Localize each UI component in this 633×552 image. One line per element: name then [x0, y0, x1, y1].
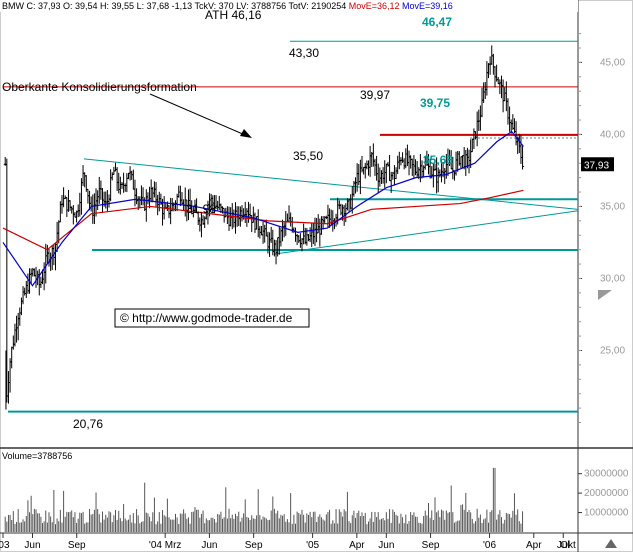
time-tick-label: Okt [560, 540, 576, 551]
price-tick-label: 30,00 [600, 273, 625, 284]
price-tick-label: 45,00 [600, 57, 625, 68]
label-3550: 35,50 [293, 149, 323, 163]
header-segment: MovE=36,12 [349, 1, 402, 11]
time-tick-label: '05 [306, 540, 319, 551]
label-4330: 43,30 [289, 46, 319, 60]
price-tick-label: 40,00 [600, 129, 625, 140]
time-tick-label: '04 Mrz [149, 540, 181, 551]
label-2076: 20,76 [73, 417, 103, 431]
moving-average-short [2, 130, 524, 287]
time-tick-label: Sep [245, 540, 263, 551]
corner-arrow-icon [598, 290, 612, 300]
time-tick-label: Jun [201, 540, 217, 551]
time-tick-label: Sep [422, 540, 440, 551]
resize-triangle-icon [605, 539, 617, 548]
lower-trend-line [274, 210, 579, 255]
label-3198: 31,98 [186, 202, 216, 216]
time-tick-label: Apr [526, 540, 542, 551]
partial-title: ATH 46,16 [205, 8, 262, 22]
time-tick-label: Jun [378, 540, 394, 551]
annotation-consolidation: Oberkante Konsolidierungsformation [2, 80, 197, 94]
volume-bars [4, 467, 524, 532]
annotation-arrowhead [240, 129, 252, 138]
time-tick-label: '06 [483, 540, 496, 551]
upper-trend-line [83, 158, 579, 210]
watermark-box [114, 308, 310, 328]
last-price-label: 37,93 [584, 160, 609, 171]
time-tick-label: Sep [68, 540, 86, 551]
volume-tick-label: 20000000 [584, 488, 629, 499]
annotation-arrow [149, 93, 246, 136]
volume-label: Volume=3788756 [2, 451, 72, 461]
time-tick-label: Apr [349, 540, 365, 551]
price-tick-label: 25,00 [600, 345, 625, 356]
time-tick-label: Jun [24, 540, 40, 551]
time-tick-label: '03 [0, 540, 10, 551]
last-price-badge [581, 157, 614, 172]
label-4647: 46,47 [422, 15, 452, 29]
volume-tick-label: 10000000 [584, 508, 629, 519]
volume-tick-label: 30000000 [584, 469, 629, 480]
time-tick-label: Jul [557, 540, 570, 551]
header-segment: BMW C: 37,93 O: 39,54 H: 39,55 L: 37,68 … [2, 1, 349, 11]
price-tick-label: 35,00 [600, 201, 625, 212]
label-3568: 35,68 [423, 153, 453, 167]
label-3997: 39,97 [360, 88, 390, 102]
header-segment: MovE=39,16 [402, 1, 453, 11]
watermark-text: © http://www.godmode-trader.de [120, 311, 293, 325]
moving-average-long [2, 189, 524, 251]
header-line: BMW C: 37,93 O: 39,54 H: 39,55 L: 37,68 … [2, 1, 453, 11]
label-3975: 39,75 [420, 96, 450, 110]
header-bg [0, 0, 578, 12]
